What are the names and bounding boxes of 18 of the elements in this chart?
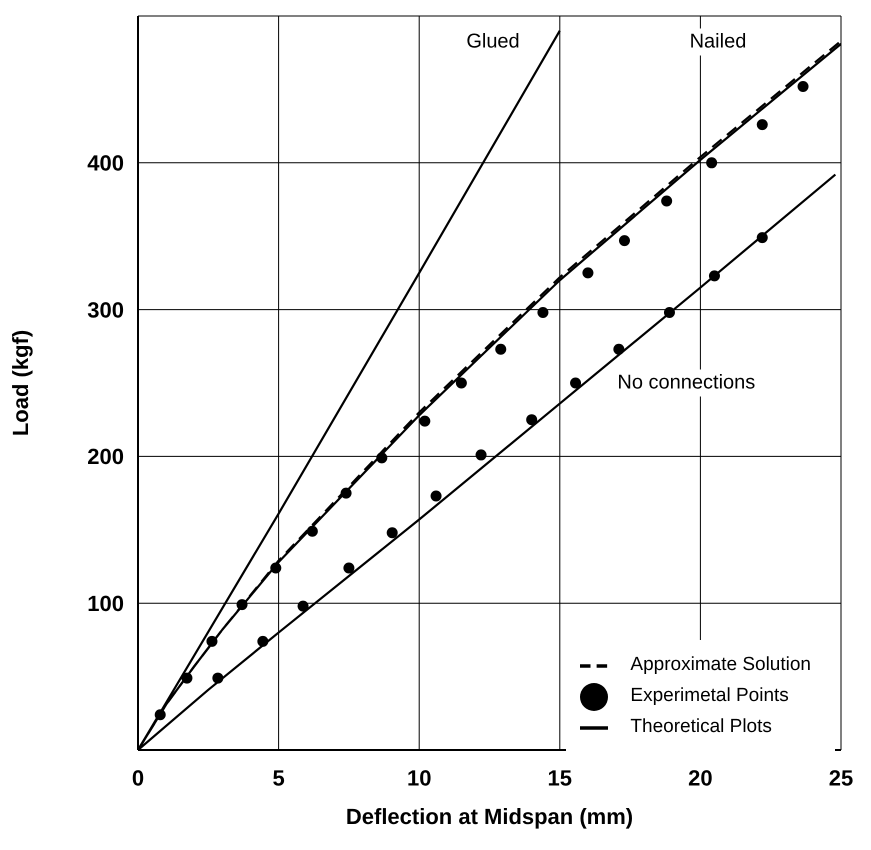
y-tick-label: 200: [87, 444, 124, 470]
y-tick-label: 300: [87, 297, 124, 322]
annotation: No connections: [613, 370, 760, 396]
legend-label: Theoretical Plots: [630, 716, 772, 737]
annotation: Glued: [462, 28, 524, 56]
x-tick-label: 25: [828, 766, 854, 791]
legend-label: Approximate Solution: [630, 654, 811, 675]
x-tick-label: 20: [688, 766, 713, 791]
y-axis-title: Load (kgf): [8, 330, 33, 436]
x-axis-title: Deflection at Midspan (mm): [346, 804, 634, 829]
y-tick-label: 400: [87, 150, 124, 176]
annotation: Nailed: [686, 28, 750, 56]
x-tick-label: 10: [406, 766, 432, 791]
x-tick-label: 5: [272, 766, 285, 791]
x-tick-label: 0: [132, 766, 144, 791]
x-tick-label: 15: [548, 766, 572, 791]
y-tick-label: 100: [87, 591, 124, 616]
legend-label: Experimetal Points: [630, 685, 789, 706]
